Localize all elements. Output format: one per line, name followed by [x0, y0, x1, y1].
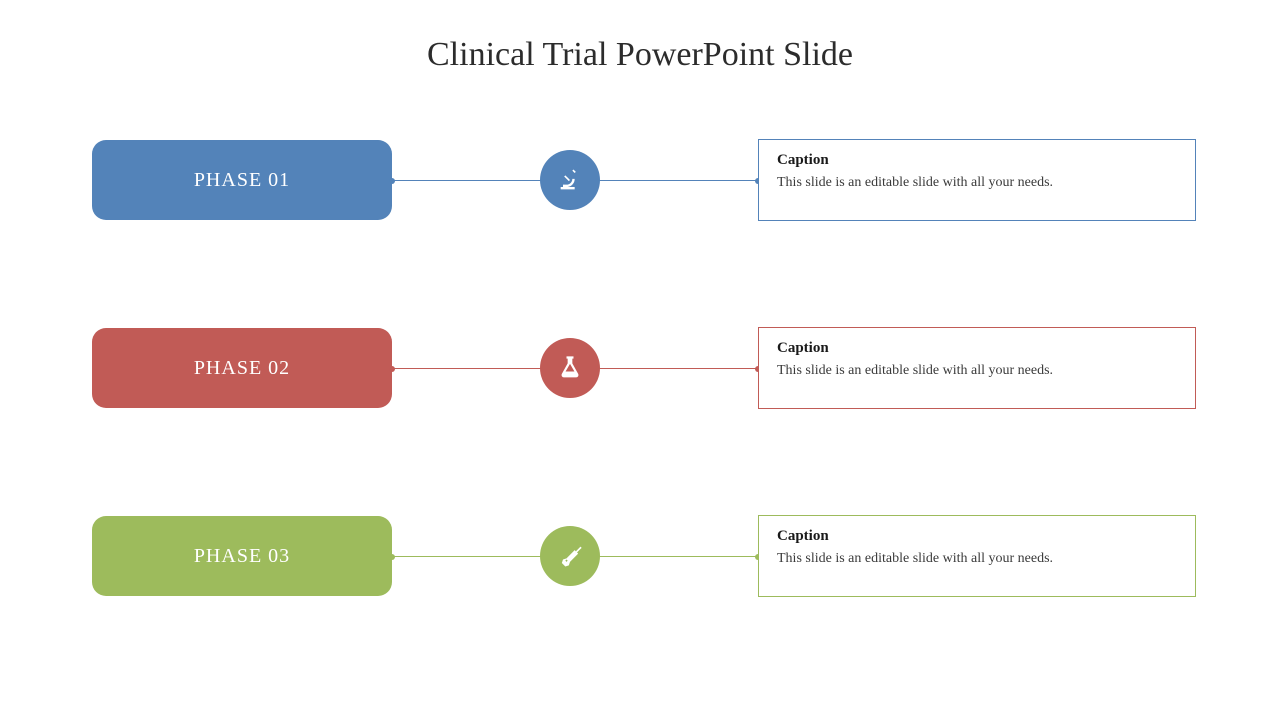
caption-description: This slide is an editable slide with all…	[777, 175, 1177, 191]
caption-description: This slide is an editable slide with all…	[777, 363, 1177, 379]
caption-title: Caption	[777, 340, 1177, 357]
phase-row: PHASE 02 Caption This slide is an editable…	[0, 328, 1280, 408]
caption-box: Caption This slide is an editable slide w…	[758, 327, 1196, 409]
phase-label: PHASE 02	[92, 328, 392, 408]
caption-description: This slide is an editable slide with all…	[777, 551, 1177, 567]
caption-box: Caption This slide is an editable slide w…	[758, 139, 1196, 221]
microscope-icon	[556, 166, 584, 194]
phase-row: PHASE 03 Caption This slide is an editable…	[0, 516, 1280, 596]
microscope-icon-circle	[540, 150, 600, 210]
connector-dot	[389, 178, 395, 184]
caption-title: Caption	[777, 152, 1177, 169]
connector-dot	[389, 554, 395, 560]
phase-label: PHASE 01	[92, 140, 392, 220]
slide-title: Clinical Trial PowerPoint Slide	[0, 36, 1280, 74]
connector-dot	[389, 366, 395, 372]
flask-icon-circle	[540, 338, 600, 398]
syringe-icon-circle	[540, 526, 600, 586]
caption-title: Caption	[777, 528, 1177, 545]
flask-icon	[556, 354, 584, 382]
syringe-icon	[556, 542, 584, 570]
caption-box: Caption This slide is an editable slide w…	[758, 515, 1196, 597]
phase-label: PHASE 03	[92, 516, 392, 596]
phase-row: PHASE 01 Caption This slide is an editable…	[0, 140, 1280, 220]
